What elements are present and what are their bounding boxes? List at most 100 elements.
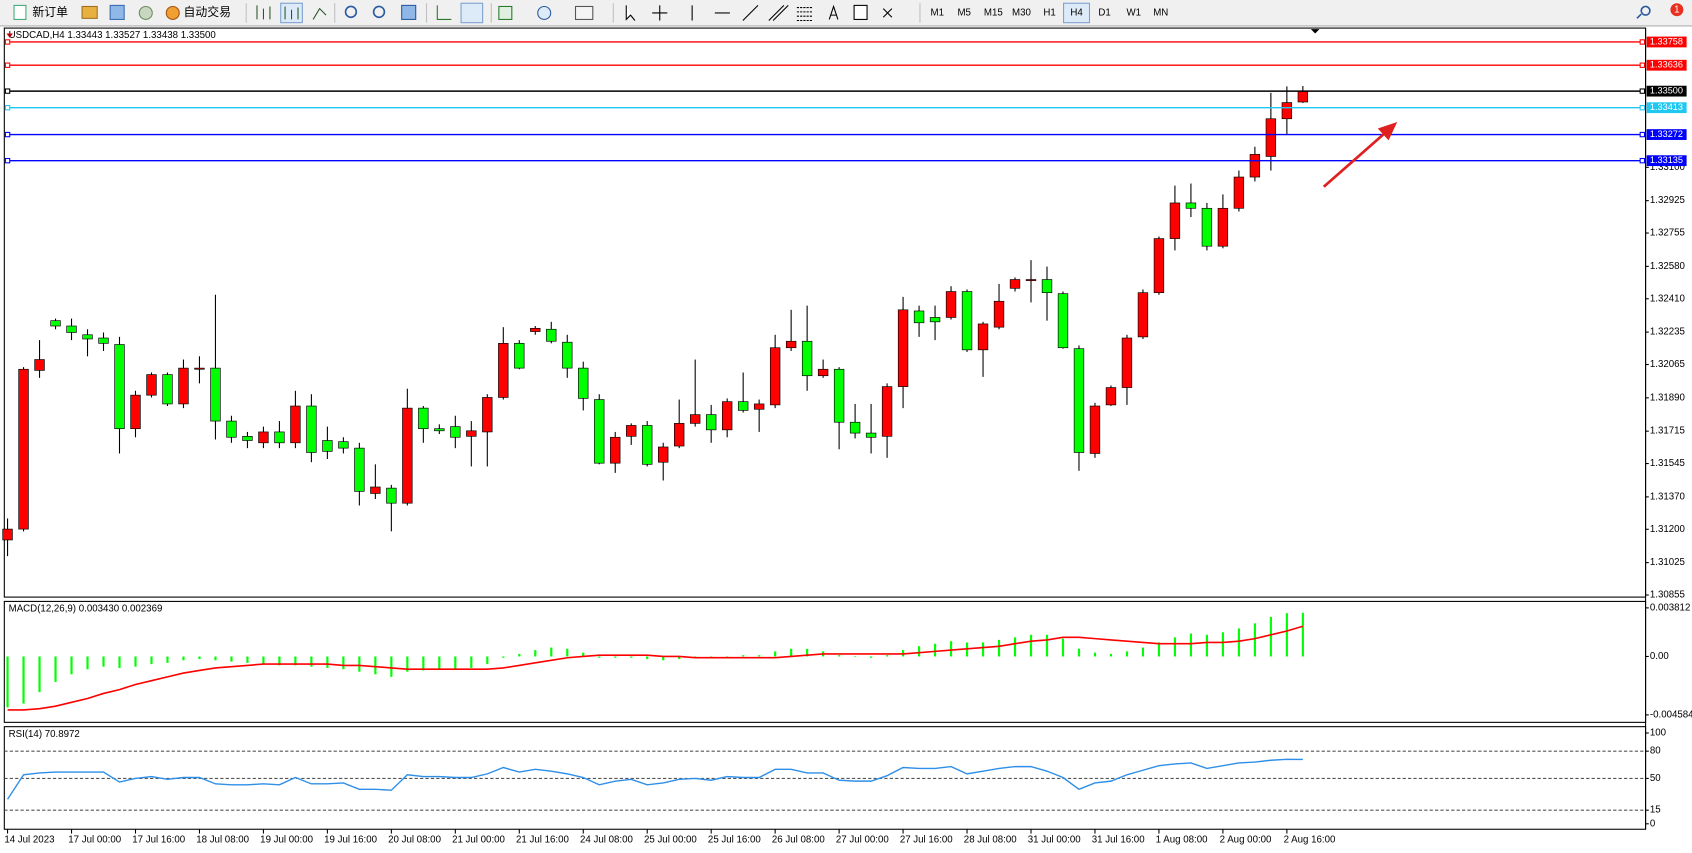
channel-tool[interactable] (768, 5, 789, 21)
macd-bar (502, 656, 505, 658)
y-tick-label: 0.00 (1650, 651, 1669, 662)
badge-count: 1 (1674, 4, 1679, 15)
timeframe-label: W1 (1126, 8, 1141, 19)
x-tick-label: 21 Jul 00:00 (452, 835, 505, 846)
x-tick-label: 26 Jul 08:00 (772, 835, 825, 846)
level-label-box (1646, 36, 1687, 48)
candle-body (498, 343, 509, 398)
zoom-out[interactable] (372, 5, 386, 19)
candle-body (338, 441, 349, 449)
text-tool[interactable] (828, 4, 839, 20)
x-tick-label: 17 Jul 16:00 (132, 835, 185, 846)
macd-bar (790, 648, 793, 657)
x-tick-label: 2 Aug 00:00 (1220, 835, 1272, 846)
x-tick-label: 27 Jul 00:00 (836, 835, 889, 846)
y-tick-label: -0.004584 (1650, 709, 1692, 720)
candle-body (833, 368, 845, 423)
auto-scroll[interactable] (460, 2, 484, 24)
macd-bar (870, 656, 873, 658)
candle-body (210, 367, 221, 422)
candle-body (418, 407, 429, 430)
candle-body (690, 414, 701, 424)
x-tick-label: 2 Aug 16:00 (1284, 835, 1336, 846)
trendline-tool[interactable] (742, 5, 759, 21)
macd-bar (981, 642, 985, 657)
search[interactable] (1640, 5, 1651, 16)
candle-body (2, 528, 13, 541)
candle-body (482, 397, 493, 433)
periods[interactable] (537, 5, 552, 20)
templates[interactable] (574, 5, 594, 20)
timeframe-button[interactable]: M30 (1012, 8, 1031, 19)
notifications[interactable]: 1 (1670, 3, 1684, 17)
timeframe-button[interactable]: D1 (1098, 8, 1110, 19)
icon (284, 6, 299, 20)
macd-bar (390, 656, 393, 677)
macd-bar (1093, 652, 1097, 657)
macd-bar (1125, 651, 1129, 657)
macd-bar (1301, 612, 1304, 657)
timeframe-button[interactable]: H4 (1063, 2, 1091, 24)
y-tick-label: 0.003812 (1650, 602, 1690, 613)
timeframe-button[interactable]: M1 (930, 8, 943, 19)
candle-body (322, 440, 333, 452)
timeframe-button[interactable]: MN (1153, 8, 1168, 19)
macd-bar (806, 648, 809, 657)
fibonacci-tool[interactable] (796, 7, 812, 22)
level-anchor (4, 157, 11, 164)
y-tick-label: 1.31025 (1650, 557, 1685, 568)
candle-body (386, 487, 397, 504)
macd-bar (230, 656, 233, 662)
crosshair-tool[interactable] (652, 5, 668, 21)
cursor-tool[interactable] (625, 5, 636, 21)
macd-bar (1221, 632, 1224, 657)
candle-body (993, 300, 1005, 328)
search-handle (1636, 13, 1642, 19)
indicators[interactable] (498, 5, 513, 20)
timeframe-label: MN (1153, 8, 1168, 19)
y-tick-label: 1.32235 (1650, 327, 1685, 338)
arrows-tool[interactable] (882, 8, 893, 18)
macd-bar (1269, 616, 1272, 657)
candle-body (769, 347, 781, 406)
level-anchor (4, 39, 11, 45)
macd-bar (854, 656, 857, 658)
macd-bar (933, 643, 937, 657)
candle-body (514, 343, 525, 369)
icon-button[interactable] (81, 5, 98, 19)
zoom-in[interactable] (344, 5, 358, 19)
candle-body (1233, 176, 1245, 209)
candle-body (546, 328, 557, 342)
level-anchor (4, 62, 11, 68)
candle-body (1089, 405, 1101, 454)
icon-button[interactable] (138, 5, 153, 20)
level-anchor (1639, 105, 1646, 111)
label-tool[interactable] (853, 4, 868, 20)
macd-bar (22, 656, 25, 704)
icon (13, 4, 27, 20)
macd-bar (1061, 638, 1065, 657)
macd-bar (566, 648, 569, 657)
new-order-button[interactable]: 新订单 (13, 4, 68, 20)
candle-body (785, 340, 797, 349)
button-label: 自动交易 (184, 5, 231, 19)
icon-button[interactable] (312, 7, 327, 20)
timeframe-button[interactable]: H1 (1043, 8, 1055, 19)
chart-shift[interactable] (436, 5, 452, 20)
macd-bar (134, 656, 137, 667)
y-tick-label: 15 (1650, 805, 1661, 816)
icon-button[interactable] (256, 5, 271, 20)
tile-windows[interactable] (401, 4, 417, 20)
timeframe-button[interactable]: W1 (1126, 8, 1141, 19)
macd-bar (38, 656, 41, 693)
macd-bar (917, 646, 921, 657)
timeframe-button[interactable]: M5 (957, 8, 970, 19)
timeframe-button[interactable]: M15 (984, 8, 1003, 19)
macd-bar (582, 652, 585, 657)
candle-body (705, 414, 717, 431)
auto-trading-button[interactable]: 自动交易 (165, 5, 231, 20)
macd-bar (598, 656, 601, 658)
candle-body (1297, 90, 1309, 103)
icon-button[interactable] (109, 4, 125, 20)
candle-body (1281, 102, 1293, 120)
